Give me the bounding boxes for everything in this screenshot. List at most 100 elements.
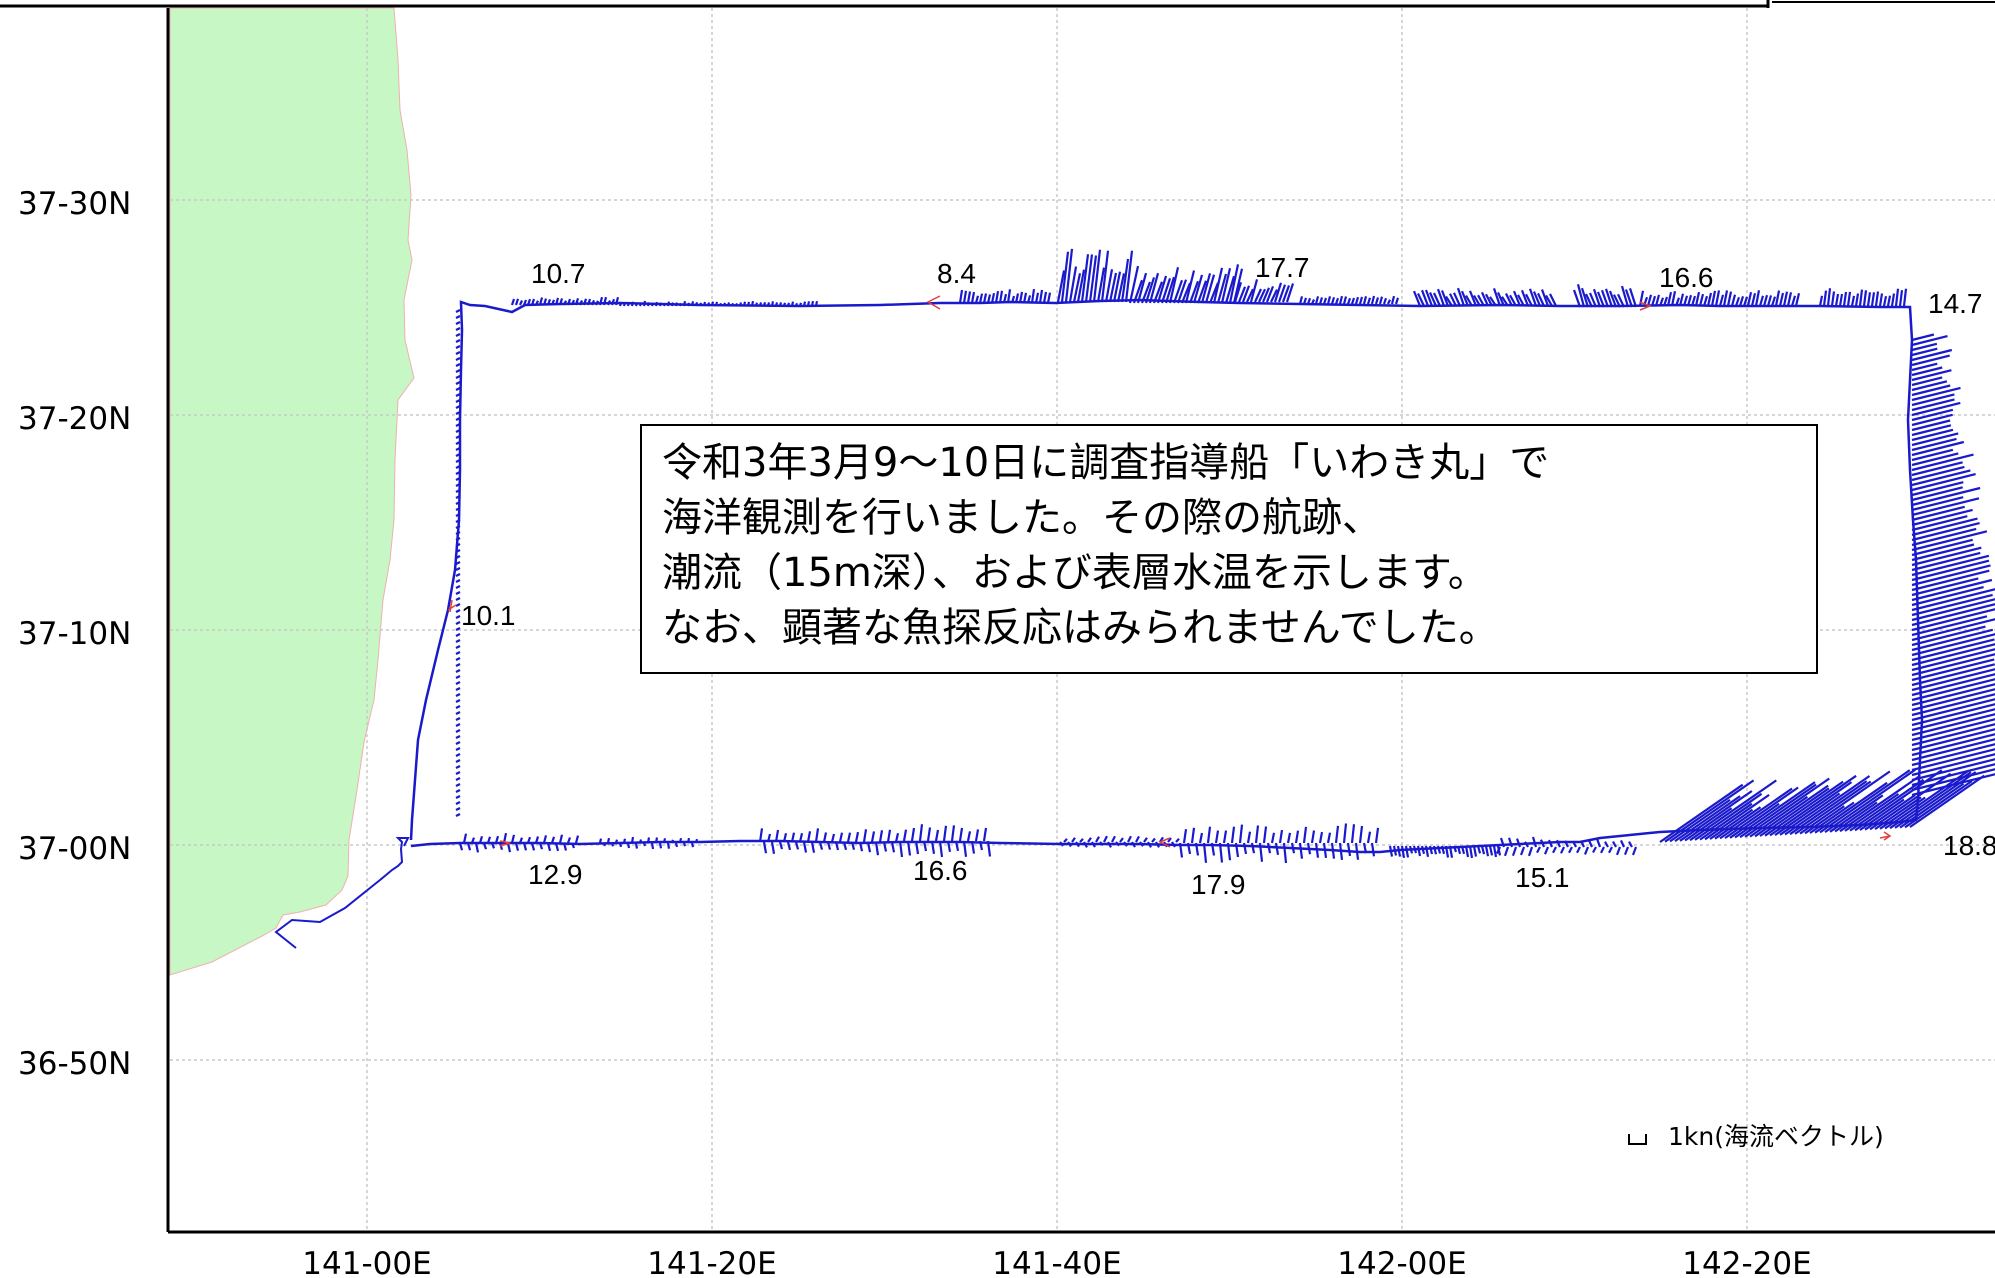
current-vector [1608, 846, 1613, 854]
current-vector [1799, 770, 1891, 835]
current-vector [1147, 841, 1152, 848]
current-vector [690, 842, 695, 848]
current-vector [1477, 294, 1485, 307]
temp-label-southeast: 18.8 [1943, 830, 1995, 861]
current-vector [694, 838, 699, 844]
current-vector [862, 829, 868, 843]
current-vector [1034, 292, 1040, 304]
current-vector [586, 298, 592, 306]
current-vector [1911, 678, 1995, 702]
current-vector [750, 300, 755, 307]
current-vector [578, 299, 584, 306]
current-vector [1492, 845, 1498, 858]
current-vector [1814, 781, 1888, 834]
current-vector [1911, 453, 1974, 472]
current-vector [1714, 290, 1721, 307]
current-vector [1370, 295, 1376, 305]
current-vector [1420, 845, 1426, 855]
current-vector [1911, 554, 1990, 577]
current-vector [1394, 297, 1400, 305]
current-vector [1738, 295, 1745, 307]
current-vector [1192, 274, 1204, 304]
current-vector [794, 302, 799, 307]
current-vector [566, 837, 572, 844]
current-vector [1911, 333, 1935, 342]
current-vector [478, 835, 484, 844]
current-vector [682, 300, 687, 307]
current-vector [1124, 250, 1134, 303]
current-vector [1911, 437, 1957, 452]
scale-bar-icon [1628, 1134, 1647, 1145]
current-vector [1404, 845, 1410, 858]
current-vector [1452, 845, 1458, 853]
current-vector [1684, 807, 1733, 842]
current-vector [1854, 293, 1860, 307]
current-vector [1568, 846, 1573, 854]
current-vector [1729, 802, 1780, 839]
current-vector [830, 833, 836, 843]
current-vector [614, 296, 620, 306]
current-vector [758, 302, 763, 307]
current-vector [1171, 841, 1176, 848]
current-vector [1911, 461, 1963, 477]
current-vector [1911, 551, 1981, 572]
current-vector [1764, 780, 1844, 837]
current-vector [1330, 842, 1336, 859]
current-vector [1698, 293, 1705, 307]
current-vector [1234, 842, 1240, 858]
current-vector [1226, 842, 1232, 861]
current-vector [1580, 287, 1590, 308]
current-vector [1911, 603, 1995, 627]
current-vector [1246, 831, 1252, 844]
current-vector [874, 841, 880, 856]
current-vector [810, 300, 815, 307]
current-vector [1911, 733, 1995, 757]
current-vector [1911, 522, 1980, 542]
current-vector [455, 777, 461, 781]
current-vector [790, 832, 796, 843]
current-vector [598, 838, 603, 844]
current-vector [514, 842, 520, 851]
current-vector [1436, 288, 1446, 307]
current-vector [1346, 297, 1352, 305]
current-vector [1547, 839, 1554, 848]
current-vector [1794, 780, 1872, 835]
current-vector [458, 842, 464, 851]
current-vector [1769, 774, 1857, 837]
current-vector [570, 842, 576, 849]
current-vector [1417, 293, 1425, 307]
current-vector [1669, 798, 1731, 843]
current-vector [455, 423, 461, 427]
current-vector [822, 832, 828, 843]
current-vector [846, 832, 852, 843]
current-vector [774, 302, 779, 307]
current-vector [1849, 778, 1925, 832]
current-vector [455, 807, 461, 811]
current-vector [1198, 832, 1204, 844]
current-vector [1290, 842, 1296, 854]
current-vector [1600, 846, 1605, 854]
current-vector [1604, 288, 1614, 308]
current-vector [1576, 846, 1581, 854]
current-vector [1911, 517, 1978, 537]
current-vector [786, 302, 791, 307]
current-vector [510, 834, 516, 844]
current-vector [1091, 841, 1096, 848]
current-vector [1184, 270, 1196, 304]
current-vector [1911, 530, 1988, 552]
current-vector [1595, 838, 1602, 848]
current-vector [650, 842, 655, 850]
current-vector [798, 832, 804, 843]
current-vector [1742, 296, 1749, 307]
current-vector [1310, 830, 1316, 844]
current-vector [774, 829, 780, 843]
current-vector [455, 363, 461, 367]
current-vector [962, 290, 968, 304]
current-vector [1911, 354, 1950, 367]
current-vector [1527, 846, 1534, 857]
current-vector [1214, 830, 1220, 844]
current-vector [630, 836, 635, 844]
current-vector [1042, 291, 1048, 304]
current-vector [1460, 290, 1470, 307]
current-vector [1358, 296, 1364, 305]
